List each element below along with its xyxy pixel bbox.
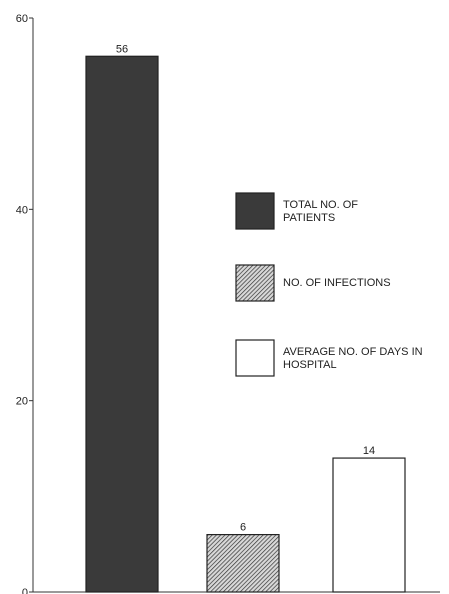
- legend-label: AVERAGE NO. OF DAYS IN HOSPITAL: [283, 346, 423, 371]
- value-label: 6: [240, 522, 246, 534]
- legend-swatch: [235, 339, 275, 377]
- legend-label: NO. OF INFECTIONS: [283, 277, 391, 289]
- legend-label: TOTAL NO. OF PATIENTS: [283, 199, 358, 224]
- bar: [332, 457, 406, 593]
- legend-swatch: [235, 192, 275, 230]
- y-tick-label: 40: [16, 204, 28, 216]
- y-tick-label: 60: [16, 13, 28, 25]
- y-tick-label: 20: [16, 396, 28, 408]
- bar: [85, 55, 159, 593]
- bar: [206, 533, 280, 593]
- value-label: 56: [116, 43, 128, 55]
- y-tick-label: 0: [22, 587, 28, 594]
- value-label: 14: [363, 445, 375, 457]
- legend-swatch: [235, 264, 275, 302]
